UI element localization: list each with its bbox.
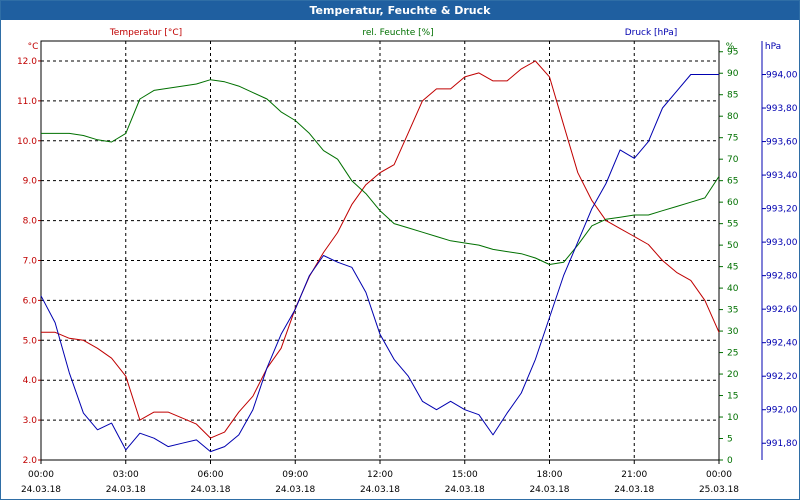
humidity-tick-label: 80 — [727, 112, 739, 122]
temperature-tick-label: 8.0 — [23, 217, 38, 227]
x-tick-time-label: 00:00 — [28, 470, 54, 480]
temperature-tick-label: 7.0 — [23, 256, 38, 266]
pressure-tick-label: 994,00 — [766, 71, 798, 81]
temperature-axis-label: Temperatur [°C] — [109, 28, 182, 38]
pressure-tick-label: 991,80 — [766, 439, 798, 449]
humidity-tick-label: 85 — [727, 91, 738, 101]
humidity-axis-label: rel. Feuchte [%] — [362, 28, 433, 38]
pressure-tick-label: 993,20 — [766, 205, 798, 215]
humidity-tick-label: 40 — [727, 284, 739, 294]
pressure-tick-label: 993,60 — [766, 138, 798, 148]
temperature-tick-label: 4.0 — [23, 376, 38, 386]
humidity-tick-label: 60 — [727, 198, 739, 208]
pressure-axis-label: Druck [hPa] — [625, 28, 678, 38]
humidity-tick-label: 75 — [727, 134, 738, 144]
temperature-unit-label: °C — [28, 42, 39, 52]
plot-frame — [40, 40, 720, 461]
pressure-tick-label: 992,20 — [766, 372, 798, 382]
pressure-tick-label: 993,00 — [766, 238, 798, 248]
pressure-tick-label: 993,80 — [766, 104, 798, 114]
humidity-tick-label: 55 — [727, 220, 738, 230]
x-tick-time-label: 12:00 — [367, 470, 393, 480]
x-tick-date-label: 25.03.18 — [699, 485, 739, 495]
pressure-tick-label: 992,80 — [766, 272, 798, 282]
pressure-tick-label: 992,40 — [766, 339, 798, 349]
humidity-tick-label: 15 — [727, 392, 738, 402]
pressure-tick-label: 993,40 — [766, 171, 798, 181]
humidity-tick-label: 95 — [727, 48, 738, 58]
humidity-tick-label: 30 — [727, 327, 739, 337]
x-tick-date-label: 24.03.18 — [360, 485, 400, 495]
x-tick-time-label: 00:00 — [706, 470, 732, 480]
temperature-tick-label: 5.0 — [23, 336, 38, 346]
temperature-tick-label: 6.0 — [23, 296, 38, 306]
temperature-tick-label: 2.0 — [23, 456, 38, 466]
x-tick-time-label: 21:00 — [621, 470, 647, 480]
x-tick-time-label: 09:00 — [282, 470, 308, 480]
humidity-tick-label: 65 — [727, 177, 738, 187]
x-tick-time-label: 03:00 — [113, 470, 139, 480]
humidity-tick-label: 0 — [727, 456, 733, 466]
x-tick-date-label: 24.03.18 — [190, 485, 230, 495]
x-tick-date-label: 24.03.18 — [529, 485, 569, 495]
temperature-series-line — [41, 60, 720, 439]
x-tick-time-label: 18:00 — [537, 470, 563, 480]
x-tick-date-label: 24.03.18 — [21, 485, 61, 495]
x-tick-date-label: 24.03.18 — [614, 485, 654, 495]
temperature-tick-label: 12.0 — [17, 57, 37, 67]
humidity-tick-label: 5 — [727, 435, 733, 445]
pressure-unit-label: hPa — [765, 42, 781, 52]
humidity-tick-label: 45 — [727, 263, 738, 273]
humidity-tick-label: 50 — [727, 241, 739, 251]
humidity-series-line — [41, 79, 720, 265]
x-tick-date-label: 24.03.18 — [275, 485, 315, 495]
humidity-tick-label: 35 — [727, 306, 738, 316]
temperature-tick-label: 10.0 — [17, 137, 37, 147]
x-tick-time-label: 06:00 — [198, 470, 224, 480]
humidity-tick-label: 90 — [727, 69, 739, 79]
temperature-tick-label: 9.0 — [23, 177, 38, 187]
x-tick-time-label: 15:00 — [452, 470, 478, 480]
humidity-tick-label: 10 — [727, 413, 739, 423]
x-tick-date-label: 24.03.18 — [445, 485, 485, 495]
temperature-tick-label: 3.0 — [23, 416, 38, 426]
pressure-tick-label: 992,00 — [766, 406, 798, 416]
pressure-series-line — [40, 74, 719, 453]
humidity-unit-label: % — [726, 42, 735, 52]
x-tick-date-label: 24.03.18 — [106, 485, 146, 495]
humidity-tick-label: 20 — [727, 370, 739, 380]
humidity-tick-label: 25 — [727, 349, 738, 359]
window-title: Temperatur, Feuchte & Druck — [1, 1, 799, 20]
pressure-tick-label: 992,60 — [766, 305, 798, 315]
temperature-tick-label: 11.0 — [17, 97, 37, 107]
humidity-tick-label: 70 — [727, 155, 739, 165]
